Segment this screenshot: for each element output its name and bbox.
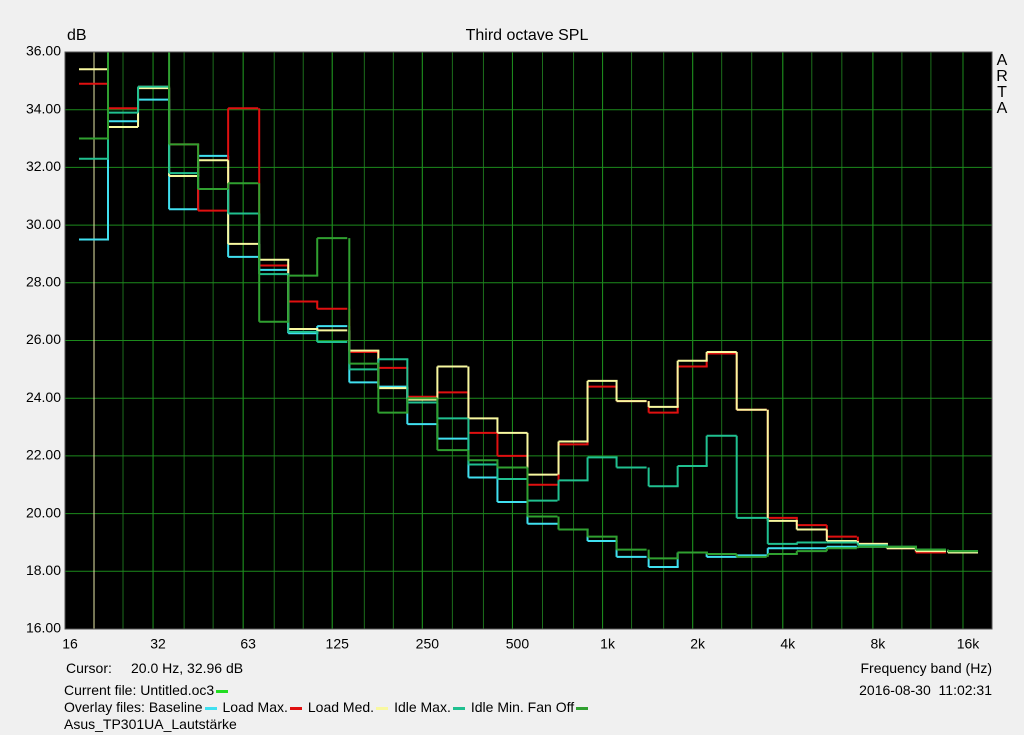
side-label: R xyxy=(996,68,1008,85)
legend-label: Load Med. xyxy=(307,699,375,715)
current-file-row: Current file: Untitled.oc3 xyxy=(64,682,234,698)
y-tick-label: 30.00 xyxy=(26,216,61,232)
x-tick-label: 250 xyxy=(416,636,440,652)
y-tick-label: 22.00 xyxy=(26,447,61,463)
x-tick-label: 32 xyxy=(150,636,166,652)
x-tick-label: 500 xyxy=(506,636,530,652)
x-tick-label: 8k xyxy=(870,636,886,652)
current-file-label: Current file: xyxy=(64,682,137,698)
y-tick-label: 26.00 xyxy=(26,331,61,347)
y-axis-label: dB xyxy=(67,27,87,44)
x-tick-label: 125 xyxy=(326,636,350,652)
legend-label: Idle Min. Fan Off xyxy=(470,699,575,715)
chart-title: Third octave SPL xyxy=(466,27,589,44)
legend-swatch xyxy=(452,706,465,710)
current-file: Untitled.oc3 xyxy=(140,682,215,698)
legend-swatch xyxy=(216,689,229,693)
y-tick-label: 20.00 xyxy=(26,504,61,520)
x-tick-label: 16k xyxy=(957,636,981,652)
legend-label: Load Max. xyxy=(222,699,288,715)
legend: Overlay files: Baseline Load Max. Load Med… xyxy=(64,699,594,715)
cursor-value: 20.0 Hz, 32.96 dB xyxy=(131,660,244,676)
step-riser xyxy=(106,52,949,559)
x-tick-label: 1k xyxy=(600,636,616,652)
x-axis-label: Frequency band (Hz) xyxy=(860,660,992,676)
x-tick-label: 63 xyxy=(240,636,256,652)
x-tick-label: 4k xyxy=(780,636,796,652)
y-tick-label: 28.00 xyxy=(26,274,61,290)
side-label: T xyxy=(997,84,1007,101)
side-label: A xyxy=(997,100,1008,117)
timestamp: 2016-08-30 11:02:31 xyxy=(859,682,992,698)
cursor-label: Cursor: xyxy=(66,660,112,676)
plot xyxy=(78,52,979,629)
legend-swatch xyxy=(576,706,589,710)
overlay-label: Overlay files: xyxy=(64,699,145,715)
y-tick-label: 16.00 xyxy=(26,620,61,636)
legend-swatch xyxy=(289,706,302,710)
y-tick-label: 32.00 xyxy=(26,158,61,174)
legend-swatch xyxy=(204,706,217,710)
y-tick-label: 18.00 xyxy=(26,562,61,578)
legend-label: Idle Max. xyxy=(394,699,451,715)
y-tick-label: 34.00 xyxy=(26,100,61,116)
plot-border xyxy=(64,51,993,630)
dataset-name: Asus_TP301UA_Lautstärke xyxy=(64,716,237,732)
legend-swatch xyxy=(376,706,389,710)
side-label: A xyxy=(997,52,1008,69)
y-tick-label: 24.00 xyxy=(26,389,61,405)
legend-label: Baseline xyxy=(148,699,203,715)
x-tick-label: 2k xyxy=(690,636,706,652)
x-tick-label: 16 xyxy=(62,636,78,652)
y-tick-label: 36.00 xyxy=(26,43,61,59)
